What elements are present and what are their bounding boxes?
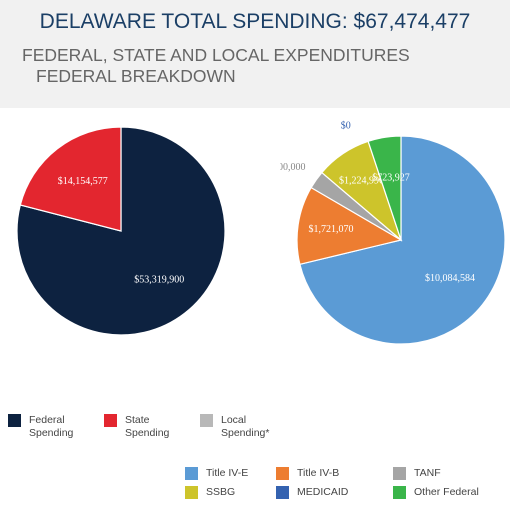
legend-label: Federal xyxy=(29,414,65,426)
legend-swatch xyxy=(276,486,289,499)
legend-item-state: State Spending xyxy=(104,414,169,440)
pie-slice-other-federal xyxy=(367,135,402,241)
legend-label: Title IV-B xyxy=(297,467,340,479)
legend-item-local: Local Spending* xyxy=(200,414,269,440)
pie-slice-title-iv-b xyxy=(296,186,403,266)
subtitle-line-2: FEDERAL BREAKDOWN xyxy=(36,66,236,86)
federal-breakdown-pie-chart: $10,084,584$1,721,070$400,000$1,224,996$… xyxy=(280,120,506,345)
spending-pie-chart: $53,319,900 $14,154,577 xyxy=(16,126,226,336)
legend-swatch xyxy=(393,467,406,480)
legend-item-ssbg: SSBG xyxy=(185,486,235,499)
legend-item-tanf: TANF xyxy=(393,467,441,480)
legend-label: SSBG xyxy=(206,486,236,498)
legend-swatch xyxy=(185,486,198,499)
page-title: DELAWARE TOTAL SPENDING: $67,474,477 xyxy=(39,10,471,33)
legend-item-medicaid: MEDICAID xyxy=(276,486,348,499)
legend-swatch xyxy=(104,414,117,427)
legend-swatch xyxy=(200,414,213,427)
legend-item-federal: Federal Spending xyxy=(8,414,73,440)
legend-label: Title IV-E xyxy=(206,467,249,479)
data-label-other-federal: $723,927 xyxy=(372,173,410,184)
legend-label: Spending* xyxy=(221,427,270,439)
data-label-title-iv-b: $1,721,070 xyxy=(309,224,354,235)
legend-label: TANF xyxy=(414,467,441,479)
legend-swatch xyxy=(185,467,198,480)
legend-label: Spending xyxy=(29,427,74,439)
pie-slice-state-spending xyxy=(19,126,122,232)
legend-item-title-iv-b: Title IV-B xyxy=(276,467,339,480)
legend-swatch xyxy=(393,486,406,499)
legend-label: Spending xyxy=(125,427,170,439)
data-label-state-spending: $14,154,577 xyxy=(58,176,108,187)
pie-slice-federal-spending xyxy=(16,126,226,336)
legend-item-title-iv-e: Title IV-E xyxy=(185,467,248,480)
legend-label: Local xyxy=(221,414,247,426)
data-label-ssbg: $1,224,996 xyxy=(339,176,384,187)
pie-slice-title-iv-e xyxy=(299,135,506,345)
data-label-tanf: $400,000 xyxy=(280,162,305,173)
legend-label: MEDICAID xyxy=(297,486,349,498)
data-label-federal-spending: $53,319,900 xyxy=(134,275,184,286)
data-label-title-iv-e: $10,084,584 xyxy=(425,273,475,284)
legend-label: Other Federal xyxy=(414,486,479,498)
legend-swatch xyxy=(8,414,21,427)
legend-item-other-federal: Other Federal xyxy=(393,486,479,499)
data-label-medicaid: $0 xyxy=(341,120,351,131)
legend-swatch xyxy=(276,467,289,480)
header-band: DELAWARE TOTAL SPENDING: $67,474,477 FED… xyxy=(0,0,510,108)
subtitle-line-1: FEDERAL, STATE AND LOCAL EXPENDITURES xyxy=(22,45,410,65)
legend-label: State xyxy=(125,414,150,426)
